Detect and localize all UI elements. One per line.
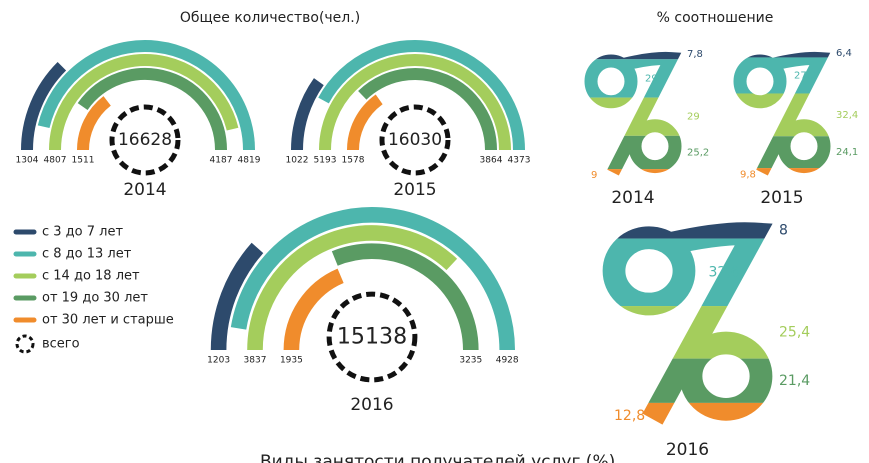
arc-bar: [77, 96, 112, 151]
footer: Виды занятости получателей услуг (%): [260, 452, 615, 463]
percent-stripe: [590, 238, 785, 307]
percent-stripe: [590, 306, 785, 359]
percent-stripe: [573, 49, 693, 60]
legend-label: всего: [42, 337, 80, 352]
arc-value-label: 3235: [459, 356, 482, 366]
percent-label: 8: [779, 222, 788, 238]
arc-value-label: 3864: [480, 156, 503, 166]
year-label: 2014: [611, 188, 654, 208]
legend-label: с 3 до 7 лет: [42, 225, 123, 240]
arc-value-label: 1304: [16, 156, 39, 166]
percent-label: 6,4: [836, 48, 852, 59]
arc-value-label: 4928: [496, 356, 519, 366]
percent-stripe: [590, 222, 785, 239]
year-label: 2016: [666, 440, 709, 460]
percent-label: 9,8: [740, 170, 756, 181]
arc-value-label: 4373: [508, 156, 531, 166]
percent-label: 21,4: [779, 373, 810, 389]
arc-value-label: 1022: [286, 156, 309, 166]
arc-bar: [291, 78, 324, 151]
legend-label: с 8 до 13 лет: [42, 247, 132, 262]
percent-glyph: [722, 49, 842, 181]
arc-value-label: 5193: [314, 156, 337, 166]
arc-bar: [347, 94, 383, 151]
percent-stripe: [590, 358, 785, 403]
percent-stripe: [722, 93, 842, 137]
arc-value-label: 4807: [44, 156, 67, 166]
legend-label: с 14 до 18 лет: [42, 269, 140, 284]
arc-value-label: 1935: [280, 356, 303, 366]
percent-stripe: [722, 168, 842, 181]
percent-glyph: [590, 222, 785, 430]
percent-label: 32,4: [836, 110, 858, 121]
arc-value-label: 1203: [207, 356, 230, 366]
total-circle: [379, 104, 451, 176]
percent-stripe: [722, 49, 842, 58]
percent-glyph: [573, 49, 693, 181]
year-label: 2015: [760, 188, 803, 208]
arc-bar: [37, 40, 255, 151]
percent-label: 9: [591, 170, 597, 181]
percent-title: % соотношение: [657, 10, 774, 26]
arc-bar: [318, 40, 525, 151]
arc-bar: [247, 225, 458, 351]
percent-stripe: [573, 97, 693, 136]
counts-title: Общее количество(чел.): [180, 10, 360, 26]
arc-bar: [283, 268, 344, 351]
legend-label: от 30 лет и старше: [42, 313, 174, 328]
total-value: 15138: [337, 324, 407, 350]
percent-label: 29: [645, 73, 658, 84]
year-label: 2015: [393, 180, 436, 200]
percent-stripe: [590, 402, 785, 430]
percent-label: 7,8: [687, 49, 703, 60]
percent-stripe: [722, 57, 842, 94]
percent-label: 29: [687, 112, 700, 123]
percent-label: 25,4: [779, 324, 810, 340]
percent-stripe: [573, 135, 693, 170]
total-value: 16030: [388, 130, 442, 150]
percent-label: 24,1: [836, 147, 858, 158]
percent-stripe: [573, 59, 693, 98]
percent-label: 12,8: [614, 408, 645, 424]
arc-bar: [331, 243, 479, 351]
arc-bar: [210, 242, 264, 351]
percent-stripe: [722, 136, 842, 169]
arc-value-label: 1511: [72, 156, 95, 166]
arc-value-label: 4187: [210, 156, 233, 166]
arc-bar: [358, 68, 497, 151]
arc-bar: [319, 54, 511, 151]
percent-label: 27,3: [794, 70, 816, 81]
percent-stripe: [573, 169, 693, 181]
year-label: 2016: [350, 395, 393, 415]
percent-label: 32,6: [709, 264, 740, 280]
arc-value-label: 4819: [238, 156, 261, 166]
arc-bar: [49, 54, 239, 151]
percent-label: 25,2: [687, 147, 709, 158]
arc-bar: [21, 62, 67, 151]
arc-value-label: 1578: [342, 156, 365, 166]
year-label: 2014: [123, 180, 166, 200]
legend-total-icon: [15, 334, 35, 354]
total-value: 16628: [118, 130, 172, 150]
arc-bar: [77, 68, 227, 151]
total-circle: [326, 291, 418, 383]
arc-value-label: 3837: [244, 356, 267, 366]
total-circle: [109, 104, 181, 176]
legend-label: от 19 до 30 лет: [42, 291, 148, 306]
arc-bar: [230, 207, 515, 351]
